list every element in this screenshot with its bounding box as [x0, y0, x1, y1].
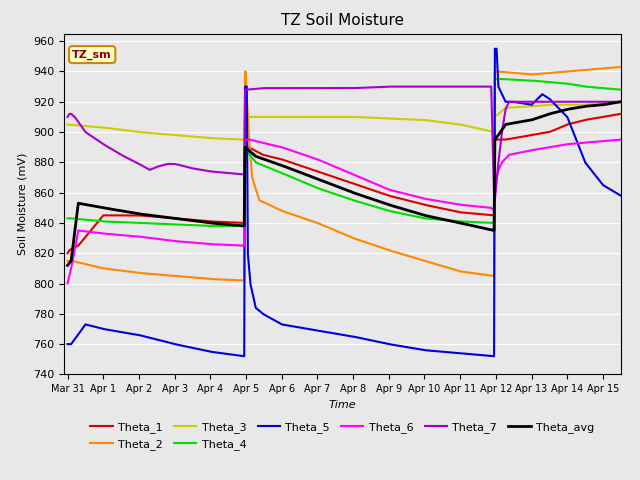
Theta_3: [334, 114, 342, 120]
Theta_2: [97, 265, 104, 271]
Theta_5: [86, 323, 94, 329]
Theta_2: [334, 229, 342, 235]
Line: Theta_avg: Theta_avg: [68, 102, 621, 265]
Theta_1: [617, 111, 625, 117]
Theta_4: [617, 87, 625, 93]
Theta_2: [66, 258, 74, 264]
Theta_6: [64, 281, 72, 287]
Y-axis label: Soil Moisture (mV): Soil Moisture (mV): [17, 153, 28, 255]
Theta_7: [64, 114, 72, 120]
Theta_5: [334, 331, 342, 337]
Theta_6: [588, 139, 595, 145]
Theta_2: [617, 64, 625, 70]
X-axis label: Time: Time: [328, 400, 356, 409]
Theta_6: [172, 239, 180, 244]
Theta_6: [241, 137, 249, 143]
Theta_1: [86, 228, 94, 234]
Theta_3: [617, 99, 625, 105]
Theta_7: [66, 111, 74, 117]
Theta_avg: [334, 184, 342, 190]
Theta_1: [66, 247, 74, 252]
Theta_7: [617, 99, 625, 105]
Theta_4: [64, 216, 72, 221]
Line: Theta_7: Theta_7: [68, 86, 621, 200]
Theta_avg: [64, 263, 72, 268]
Theta_6: [97, 230, 104, 236]
Theta_7: [588, 99, 595, 105]
Theta_5: [97, 325, 104, 331]
Theta_2: [241, 277, 248, 283]
Theta_avg: [86, 203, 94, 208]
Theta_5: [172, 341, 180, 347]
Theta_avg: [66, 259, 74, 265]
Theta_1: [588, 116, 595, 122]
Theta_avg: [617, 99, 625, 105]
Theta_5: [617, 193, 625, 199]
Theta_2: [64, 258, 72, 264]
Theta_avg: [172, 216, 180, 221]
Theta_6: [66, 270, 74, 276]
Theta_7: [334, 85, 342, 91]
Title: TZ Soil Moisture: TZ Soil Moisture: [281, 13, 404, 28]
Theta_4: [588, 84, 595, 90]
Theta_1: [172, 216, 180, 221]
Theta_4: [66, 216, 74, 221]
Theta_5: [491, 46, 499, 52]
Theta_3: [66, 122, 74, 128]
Theta_1: [334, 176, 342, 181]
Theta_5: [64, 341, 72, 347]
Line: Theta_5: Theta_5: [68, 49, 621, 356]
Theta_6: [617, 137, 625, 143]
Line: Theta_2: Theta_2: [68, 67, 621, 280]
Theta_5: [241, 353, 248, 359]
Theta_6: [334, 165, 342, 171]
Text: TZ_sm: TZ_sm: [72, 49, 112, 60]
Theta_1: [97, 216, 104, 221]
Theta_7: [385, 84, 393, 89]
Theta_4: [491, 76, 499, 82]
Theta_4: [334, 192, 342, 198]
Theta_3: [588, 101, 595, 107]
Theta_3: [172, 132, 180, 138]
Theta_3: [86, 123, 94, 129]
Theta_4: [207, 223, 214, 229]
Theta_4: [86, 217, 94, 223]
Theta_3: [241, 137, 248, 143]
Theta_avg: [588, 103, 595, 108]
Theta_4: [97, 218, 104, 224]
Line: Theta_6: Theta_6: [68, 140, 621, 284]
Theta_5: [588, 168, 595, 173]
Legend: Theta_1, Theta_2, Theta_3, Theta_4, Theta_5, Theta_6, Theta_7, Theta_avg: Theta_1, Theta_2, Theta_3, Theta_4, Thet…: [86, 418, 599, 454]
Theta_2: [172, 273, 180, 279]
Theta_5: [66, 341, 74, 347]
Theta_6: [86, 229, 94, 235]
Line: Theta_1: Theta_1: [68, 114, 621, 253]
Theta_7: [97, 140, 104, 145]
Theta_avg: [97, 204, 104, 210]
Line: Theta_4: Theta_4: [68, 79, 621, 226]
Theta_4: [172, 222, 180, 228]
Theta_3: [97, 124, 104, 130]
Theta_1: [64, 251, 72, 256]
Theta_7: [490, 197, 498, 203]
Theta_3: [64, 121, 72, 127]
Line: Theta_3: Theta_3: [68, 102, 621, 140]
Theta_2: [86, 263, 94, 268]
Theta_7: [172, 161, 180, 167]
Theta_2: [588, 67, 595, 72]
Theta_7: [86, 132, 94, 138]
